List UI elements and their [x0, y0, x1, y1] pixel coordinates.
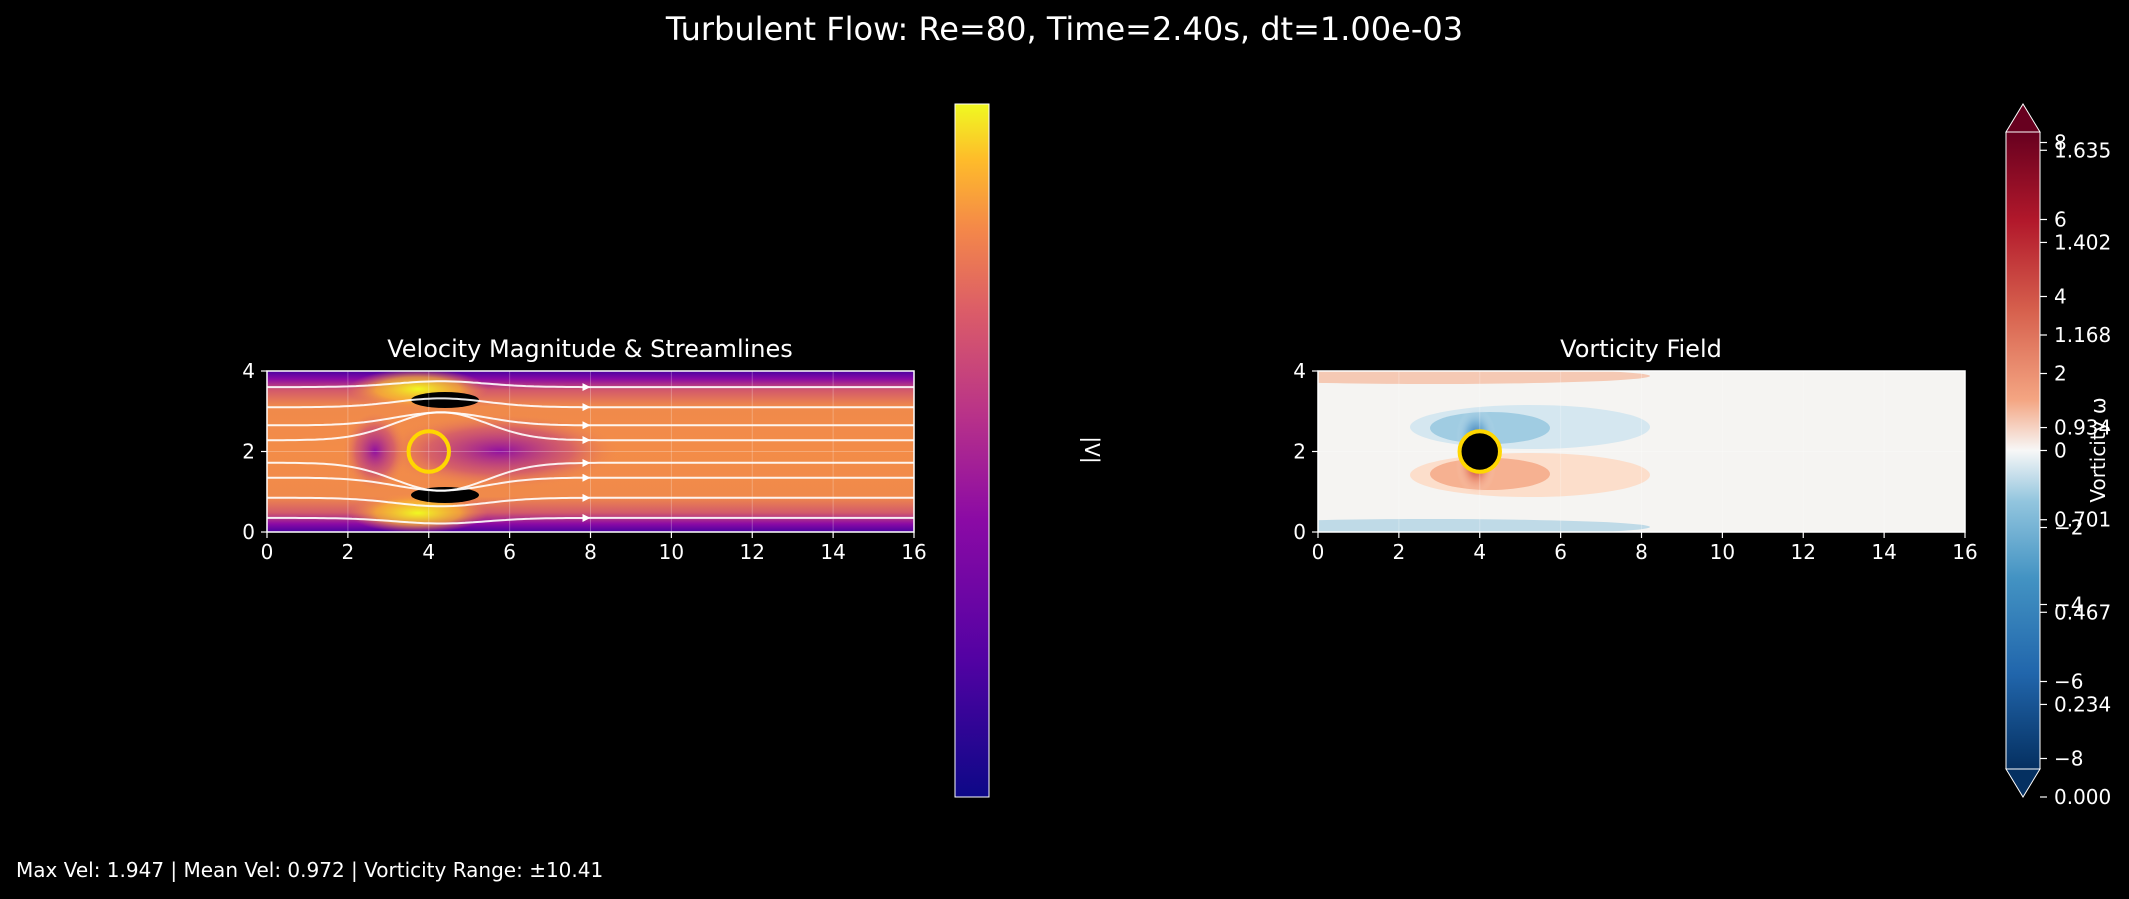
velocity-colorbar-tick-label: 0.000: [2054, 785, 2111, 809]
vorticity-panel-title: Vorticity Field: [1560, 335, 1722, 363]
vorticity-x-tick-label: 4: [1473, 540, 1486, 564]
velocity-colorbar-label: |V|: [1080, 436, 1104, 463]
velocity-axes: 0 2 4 6 8 10 12 14 16 0 2 4: [242, 359, 926, 564]
vorticity-x-tick-label: 0: [1312, 540, 1325, 564]
streamline: [267, 397, 914, 409]
velocity-y-tick-label: 4: [242, 359, 255, 383]
velocity-x-tick-label: 4: [422, 540, 435, 564]
velocity-colorbar-tick-label: 0.934: [2054, 416, 2111, 440]
streamline: [267, 496, 914, 508]
vorticity-axes: 0 2 4 6 8 10 12 14 16 0 2 4: [1293, 359, 1977, 564]
recirculation-blob-top: [411, 392, 479, 408]
velocity-y-tick-label: 0: [242, 520, 255, 544]
vorticity-x-tick-label: 16: [1952, 540, 1977, 564]
velocity-x-tick-label: 12: [740, 540, 765, 564]
velocity-x-tick-label: 16: [901, 540, 926, 564]
vorticity-colorbar-tick-label: −8: [2054, 747, 2083, 771]
velocity-colorbar-tick-label: 0.701: [2054, 508, 2111, 532]
colorbar-extend-max: [2005, 103, 2041, 133]
velocity-colorbar-tick-label: 0.234: [2054, 692, 2111, 716]
streamline: [267, 516, 914, 525]
vorticity-colorbar-tick-label: −6: [2054, 670, 2083, 694]
velocity-colorbar-tick-label: 1.168: [2054, 323, 2111, 347]
streamline: [267, 411, 914, 427]
streamline: [267, 411, 914, 442]
streamline: [267, 461, 914, 492]
velocity-grid: [267, 371, 914, 532]
velocity-y-tick-label: 2: [242, 440, 255, 464]
streamline: [267, 380, 914, 389]
velocity-obstacle-circle: [406, 429, 451, 474]
vorticity-colorbar-tick-label: 2: [2054, 362, 2067, 386]
velocity-x-tick-label: 6: [503, 540, 516, 564]
velocity-colorbar-tick-label: 1.635: [2054, 138, 2111, 162]
vorticity-x-tick-label: 2: [1393, 540, 1406, 564]
velocity-x-tick-label: 8: [584, 540, 597, 564]
vorticity-x-tick-label: 14: [1871, 540, 1896, 564]
streamline: [267, 476, 914, 492]
vorticity-panel: Vorticity Field 0 2 4 6 8 10 12 14 16 0 2 4: [1293, 335, 1977, 564]
vorticity-colorbar-tick-label: −4: [2054, 593, 2083, 617]
vorticity-y-tick-label: 2: [1293, 440, 1306, 464]
vorticity-x-tick-label: 6: [1554, 540, 1567, 564]
velocity-x-tick-label: 14: [820, 540, 845, 564]
velocity-x-tick-label: 0: [261, 540, 274, 564]
vorticity-colorbar-tick-label: 0: [2054, 439, 2067, 463]
streamlines: [267, 380, 914, 525]
colorbar-extend-min: [2005, 768, 2041, 798]
vorticity-colorbar-tick-label: 6: [2054, 208, 2067, 232]
velocity-field: [267, 371, 914, 532]
vorticity-field: [1318, 371, 1965, 532]
stats-footer: Max Vel: 1.947 | Mean Vel: 0.972 | Vorti…: [16, 858, 604, 882]
vorticity-x-tick-label: 8: [1635, 540, 1648, 564]
velocity-colorbar-tick-label: 0.467: [2054, 600, 2111, 624]
vorticity-y-tick-label: 4: [1293, 359, 1306, 383]
velocity-panel: Velocity Magnitude & Streamlines 0 2 4 6 8 10…: [242, 335, 926, 564]
velocity-x-tick-label: 10: [659, 540, 684, 564]
vorticity-x-tick-label: 12: [1791, 540, 1816, 564]
velocity-colorbar: 0.000 0.234 0.467 0.701 0.934 1.168 1.402 1.635…: [954, 103, 2111, 809]
velocity-x-tick-label: 2: [342, 540, 355, 564]
vorticity-colorbar-tick-label: 4: [2054, 285, 2067, 309]
vorticity-colorbar: −8 −6 −4 −2 0 2 4 6 8 Vorticity ω: [2005, 103, 2110, 798]
vorticity-colorbar-tick-label: 8: [2054, 131, 2067, 155]
vorticity-obstacle-circle: [1457, 429, 1502, 474]
vorticity-colorbar-label: Vorticity ω: [2086, 397, 2110, 502]
vorticity-x-tick-label: 10: [1710, 540, 1735, 564]
vorticity-y-tick-label: 0: [1293, 520, 1306, 544]
figure-title: Turbulent Flow: Re=80, Time=2.40s, dt=1.…: [665, 10, 1464, 48]
vorticity-colorbar-tick-label: −2: [2054, 516, 2083, 540]
vorticity-grid: [1318, 371, 1965, 532]
velocity-colorbar-tick-label: 1.402: [2054, 230, 2111, 254]
velocity-panel-title: Velocity Magnitude & Streamlines: [387, 335, 793, 363]
